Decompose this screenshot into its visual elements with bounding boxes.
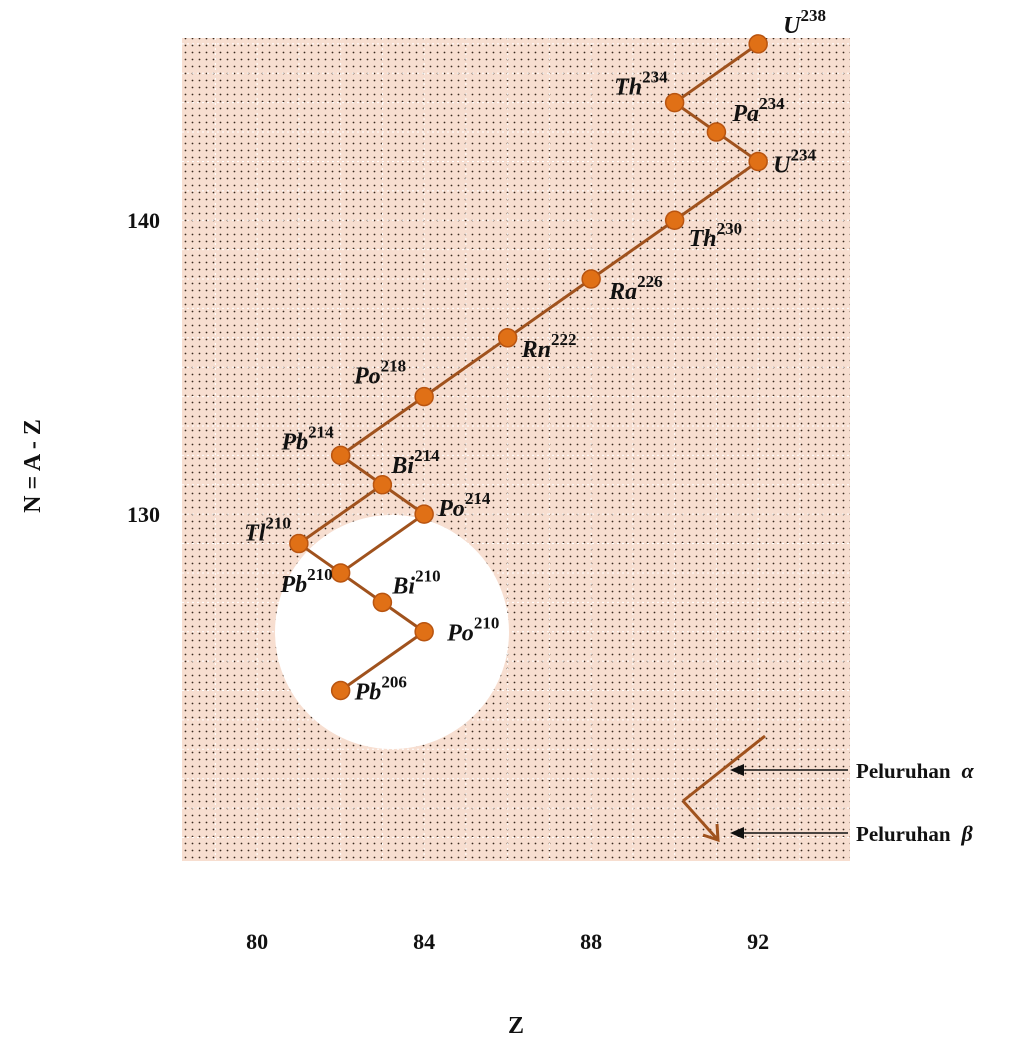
x-tick-label: 84 (413, 929, 435, 954)
nuclide-symbol: Th (689, 226, 717, 252)
legend-alpha-decay-arrow (682, 734, 766, 803)
nuclide-labels: U238Th234Pa234U234Th230Ra226Rn222Po218Pb… (244, 6, 826, 706)
nuclide-mass: 226 (637, 272, 663, 291)
legend-alpha-label: Peluruhan (856, 759, 951, 783)
nuclide-label-ra226: Ra226 (608, 272, 663, 305)
legend-beta-arrowhead (702, 823, 720, 843)
nuclide-point-bi210 (372, 592, 393, 613)
legend-alpha-symbol: α (962, 758, 975, 783)
nuclide-point-bi214 (372, 475, 393, 495)
nuclide-symbol: Po (353, 364, 381, 390)
nuclide-label-pb214: Pb214 (280, 422, 334, 455)
nuclide-label-pb206: Pb206 (354, 673, 407, 706)
y-tick-label: 130 (127, 502, 160, 527)
legend-alpha-entry: Peluruhan α (856, 758, 975, 783)
decay-line-u234-th230 (673, 159, 760, 222)
legend-beta-symbol: β (961, 821, 974, 846)
nuclide-mass: 210 (265, 514, 291, 533)
nuclide-symbol: Bi (390, 453, 414, 479)
nuclide-symbol: Pb (279, 572, 307, 598)
nuclide-mass: 214 (308, 422, 334, 441)
x-axis-label: Z (508, 1013, 524, 1039)
nuclide-point-pa234 (706, 122, 727, 142)
nuclide-label-po218: Po218 (353, 357, 406, 390)
nuclide-label-u238: U238 (783, 6, 826, 39)
nuclide-point-pb210 (330, 563, 351, 583)
decay-line-ra226-rn222 (506, 277, 593, 340)
nuclide-label-bi214: Bi214 (390, 446, 440, 479)
nuclide-mass: 214 (465, 489, 491, 508)
y-axis-label: N = A - Z (20, 419, 46, 513)
decay-line-u238-th234 (673, 42, 760, 105)
nuclide-mass: 206 (381, 673, 407, 692)
nuclide-mass: 210 (415, 566, 441, 585)
decay-line-rn222-po218 (422, 336, 510, 399)
nuclide-mass: 214 (414, 446, 440, 465)
nuclide-symbol: Pb (354, 680, 382, 706)
legend-beta-label: Peluruhan (856, 822, 951, 846)
decay-line-po214-pb210 (339, 512, 426, 575)
x-tick-label: 92 (747, 929, 769, 954)
decay-line-po218-pb214 (339, 395, 426, 457)
nuclide-point-po210 (414, 621, 434, 642)
nuclide-symbol: Tl (244, 521, 266, 547)
x-tick-label: 88 (580, 929, 602, 954)
nuclide-label-th230: Th230 (689, 219, 743, 252)
nuclide-label-pb210: Pb210 (279, 565, 332, 598)
nuclide-label-po210: Po210 (446, 614, 499, 647)
nuclide-point-u234 (748, 151, 768, 172)
nuclide-symbol: Pb (280, 429, 308, 455)
nuclide-label-rn222: Rn222 (521, 330, 577, 363)
nuclide-label-po214: Po214 (437, 489, 491, 522)
nuclide-symbol: Ra (608, 279, 637, 305)
legend-beta-decay-arrow (681, 799, 720, 842)
nuclide-symbol: U (783, 13, 802, 39)
nuclide-mass: 210 (474, 614, 500, 633)
nuclide-symbol: Po (437, 496, 465, 522)
nuclide-mass: 234 (790, 145, 816, 164)
nuclide-point-tl210 (289, 533, 309, 554)
nuclide-point-po218 (414, 386, 434, 407)
nuclide-mass: 234 (642, 68, 668, 87)
nuclide-label-tl210: Tl210 (244, 514, 291, 547)
x-tick-label: 80 (246, 929, 268, 954)
nuclide-label-pa234: Pa234 (731, 94, 785, 127)
nuclide-point-th230 (664, 210, 685, 230)
nuclide-label-u234: U234 (773, 145, 816, 178)
legend-beta-pointer-head (730, 827, 744, 839)
nuclide-symbol: U (773, 152, 792, 178)
nuclide-symbol: Pa (731, 101, 759, 127)
legend-alpha-pointer-head (730, 764, 744, 776)
legend-beta-entry: Peluruhan β (856, 821, 974, 846)
nuclide-mass: 234 (759, 94, 785, 113)
nuclide-label-bi210: Bi210 (391, 566, 440, 599)
nuclide-symbol: Th (614, 75, 642, 101)
nuclide-mass: 218 (381, 357, 407, 376)
nuclide-mass: 222 (551, 330, 577, 349)
legend: Peluruhan α Peluruhan β (681, 734, 975, 846)
nuclide-point-u238 (748, 34, 768, 54)
nuclide-point-th234 (664, 92, 685, 113)
nuclide-point-ra226 (581, 269, 601, 289)
nuclide-point-po214 (414, 504, 434, 524)
nuclide-symbol: Rn (521, 337, 551, 363)
decay-line-th230-ra226 (589, 218, 677, 281)
axis-ticks: 80 84 88 92 130 140 (127, 208, 769, 954)
y-tick-label: 140 (127, 208, 160, 233)
nuclide-point-rn222 (497, 328, 518, 348)
nuclide-point-pb214 (330, 445, 351, 466)
nuclide-symbol: Bi (391, 573, 415, 599)
nuclide-mass: 238 (800, 6, 826, 25)
nuclide-mass: 210 (307, 565, 333, 584)
nuclide-point-pb206 (330, 680, 351, 701)
nuclide-label-th234: Th234 (614, 68, 668, 101)
nuclide-points (289, 34, 768, 701)
nuclide-mass: 230 (717, 219, 743, 238)
decay-line-po210-pb206 (339, 630, 426, 693)
decay-line-bi214-tl210 (297, 483, 384, 546)
decay-lines (297, 42, 760, 693)
nuclide-symbol: Po (446, 621, 474, 647)
